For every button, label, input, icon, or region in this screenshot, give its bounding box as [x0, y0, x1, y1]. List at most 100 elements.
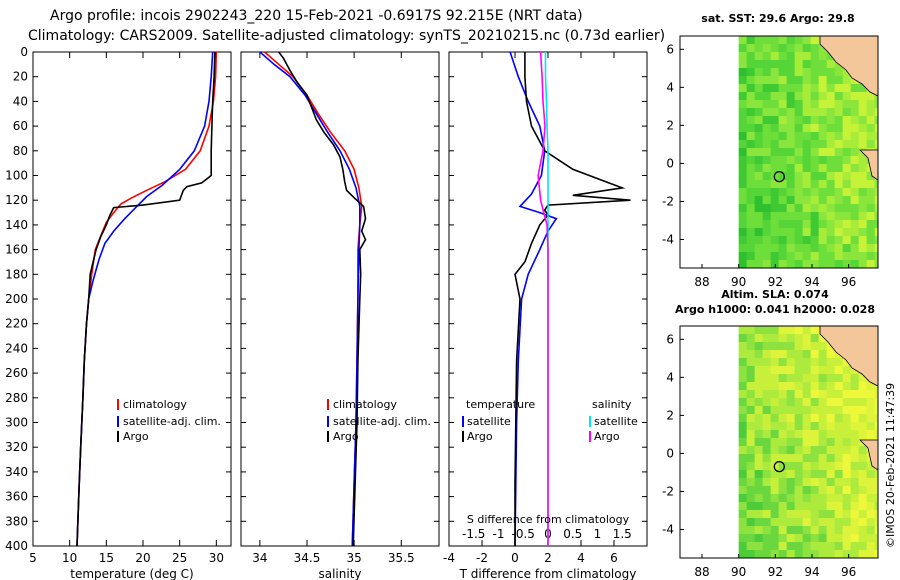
map-cell — [738, 156, 748, 165]
map-cell — [738, 342, 748, 351]
map-x-tick-label: 96 — [841, 275, 856, 289]
map-cell — [738, 84, 748, 93]
map-cell — [786, 406, 796, 415]
map-cell — [850, 156, 860, 165]
map-cell — [794, 108, 804, 117]
difference-s-ticks: -1.5 -1 -0.5 0 0.5 1 1.5 — [462, 527, 632, 541]
map-cell — [746, 60, 756, 69]
map-cell — [770, 52, 780, 61]
map-cell — [858, 92, 868, 101]
map-cell — [738, 132, 748, 141]
map-cell — [754, 342, 764, 351]
map-cell — [826, 502, 836, 511]
map-cell — [842, 180, 852, 189]
map-cell — [746, 342, 756, 351]
map-cell — [818, 212, 828, 221]
map-cell — [850, 430, 860, 439]
map-cell — [810, 366, 820, 375]
map-cell — [850, 228, 860, 237]
map-cell — [738, 486, 748, 495]
map-cell — [834, 68, 844, 77]
map-cell — [746, 44, 756, 53]
s-tick-label: 1.5 — [613, 527, 632, 541]
map-cell — [826, 84, 836, 93]
map-cell — [794, 430, 804, 439]
map-cell — [802, 204, 812, 213]
map-cell — [754, 52, 764, 61]
map-cell — [770, 334, 780, 343]
sla-map-title-line2: Argo h1000: 0.041 h2000: 0.028 — [675, 303, 875, 316]
temperature-axes-frame — [32, 51, 232, 547]
map-cell — [778, 550, 788, 558]
map-cell — [818, 252, 828, 261]
map-cell — [746, 76, 756, 85]
map-cell — [762, 124, 772, 133]
map-cell — [738, 326, 748, 335]
map-cell — [810, 438, 820, 447]
series-line-argo — [76, 51, 216, 547]
legend-t-argo-swatch — [462, 431, 464, 442]
map-cell — [866, 398, 876, 407]
map-cell — [794, 212, 804, 221]
map-cell — [778, 502, 788, 511]
map-cell — [850, 180, 860, 189]
map-cell — [858, 462, 868, 471]
map-cell — [818, 44, 828, 53]
x-tick-label: 20 — [135, 551, 150, 565]
map-cell — [762, 52, 772, 61]
x-tick-label: 10 — [62, 551, 77, 565]
map-cell — [778, 518, 788, 527]
map-cell — [778, 164, 788, 173]
map-cell — [754, 374, 764, 383]
map-cell — [754, 358, 764, 367]
map-cell — [810, 358, 820, 367]
map-cell — [850, 236, 860, 245]
legend-argo-label: Argo — [123, 430, 149, 443]
map-cell — [858, 398, 868, 407]
map-cell — [770, 422, 780, 431]
map-cell — [810, 342, 820, 351]
map-y-tick-label: 0 — [666, 156, 674, 170]
map-cell — [802, 398, 812, 407]
map-cell — [802, 342, 812, 351]
map-cell — [746, 68, 756, 77]
map-cell — [754, 68, 764, 77]
map-cell — [786, 148, 796, 157]
map-cell — [738, 414, 748, 423]
t-difference-xlabel: T difference from climatology — [459, 567, 637, 580]
map-cell — [738, 470, 748, 479]
map-cell — [802, 422, 812, 431]
map-cell — [746, 156, 756, 165]
map-cell — [778, 76, 788, 85]
map-cell — [746, 36, 756, 45]
map-cell — [746, 422, 756, 431]
map-cell — [810, 252, 820, 261]
map-cell — [850, 470, 860, 479]
map-cell — [850, 108, 860, 117]
map-cell — [810, 236, 820, 245]
map-cell — [810, 510, 820, 519]
map-cell — [850, 148, 860, 157]
map-cell — [850, 550, 860, 558]
sla-map-y-ticks: 6 4 2 0 -2 -4 — [662, 332, 684, 536]
map-cell — [818, 124, 828, 133]
map-cell — [746, 406, 756, 415]
map-cell — [778, 124, 788, 133]
map-cell — [810, 84, 820, 93]
map-cell — [834, 252, 844, 261]
map-cell — [754, 116, 764, 125]
map-cell — [842, 422, 852, 431]
sal-legend-satellite-label: satellite-adj. clim. — [333, 415, 431, 428]
map-cell — [738, 502, 748, 511]
x-tick-label: 2 — [544, 551, 552, 565]
legend-s-argo-swatch — [589, 431, 591, 442]
map-cell — [738, 108, 748, 117]
map-cell — [834, 398, 844, 407]
map-cell — [826, 196, 836, 205]
map-cell — [754, 494, 764, 503]
map-cell — [794, 52, 804, 61]
map-cell — [762, 132, 772, 141]
map-cell — [842, 244, 852, 253]
temperature-x-ticks: 5 10 15 20 25 30 — [29, 52, 224, 565]
map-cell — [738, 124, 748, 133]
